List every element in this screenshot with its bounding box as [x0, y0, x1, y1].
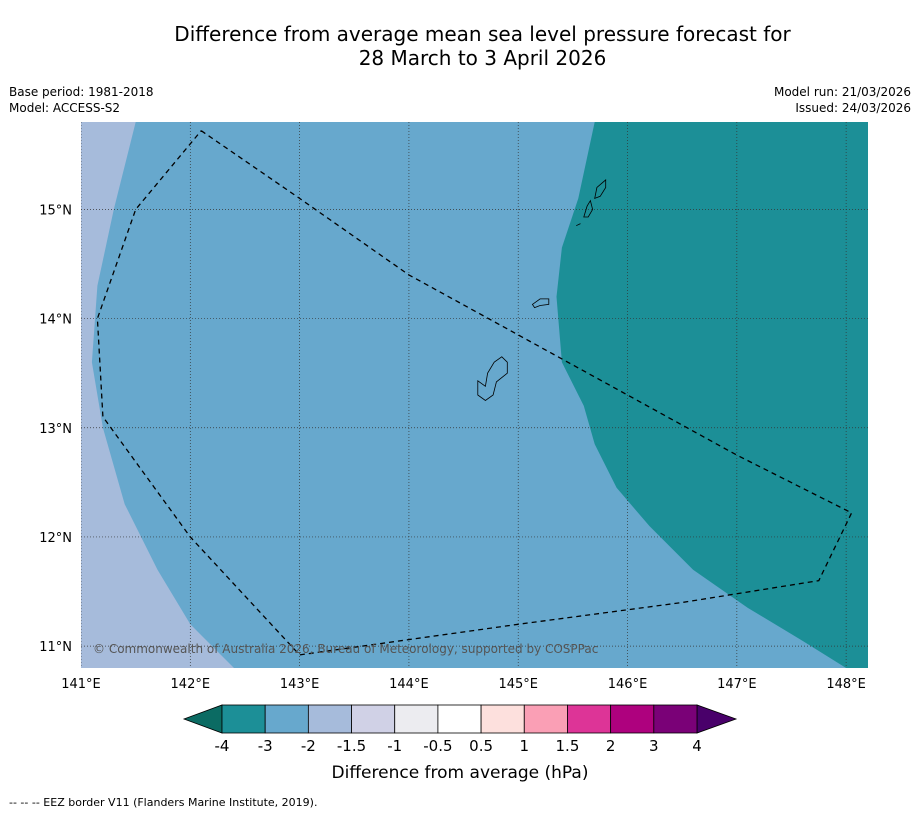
lat-tick-label: 12°N: [39, 531, 72, 546]
colorbar-tick-label: -2: [301, 737, 316, 755]
island-rota: [531, 298, 550, 309]
island-tinian: [583, 199, 594, 218]
lon-tick-label: 142°E: [171, 677, 211, 692]
model-run: Model run: 21/03/2026: [773, 85, 911, 99]
colorbar-tick-label: 0.5: [469, 737, 493, 755]
colorbar-tick-label: -1.5: [337, 737, 366, 755]
colorbar-tick-label: -0.5: [423, 737, 452, 755]
lon-tick-label: 143°E: [280, 677, 320, 692]
colorbar-tick-label: 4: [692, 737, 702, 755]
colorbar-extend-high: [696, 704, 738, 734]
colorbar-tick-label: 2: [606, 737, 616, 755]
model-name: Model: ACCESS-S2: [9, 101, 121, 115]
lon-tick-label: 144°E: [389, 677, 429, 692]
colorbar-swatch: [221, 704, 266, 734]
colorbar-extend-low: [182, 704, 223, 734]
island-saipan: [594, 179, 607, 200]
issued-date: Issued: 24/03/2026: [795, 101, 911, 115]
colorbar-swatch: [567, 704, 612, 734]
colorbar-swatch: [307, 704, 352, 734]
colorbar-tick-label: -3: [258, 737, 273, 755]
colorbar-swatch: [351, 704, 396, 734]
colorbar-swatch: [653, 704, 698, 734]
colorbar-swatch: [394, 704, 439, 734]
title-line-1: Difference from average mean sea level p…: [174, 22, 791, 46]
base-period: Base period: 1981-2018: [9, 85, 154, 99]
lat-tick-label: 15°N: [39, 203, 72, 218]
axis-labels: 11°N 12°N 13°N 14°N 15°N 141°E 142°E 143°E 144°E…: [39, 203, 866, 692]
colorbar-swatch: [264, 704, 309, 734]
lat-tick-label: 14°N: [39, 313, 72, 328]
colorbar-swatch: [610, 704, 655, 734]
pressure-region: [556, 122, 868, 668]
colorbar-swatch: [480, 704, 525, 734]
colorbar-swatch: [437, 704, 482, 734]
colorbar-tick-label: -1: [387, 737, 402, 755]
eez-border-line: [96, 130, 853, 656]
colorbar-swatch: [523, 704, 568, 734]
lon-tick-label: 146°E: [608, 677, 648, 692]
meta-left: Base period: 1981-2018 Model: ACCESS-S2: [9, 84, 154, 116]
colorbar: -4 -3 -2 -1.5 -1 -0.5 0.5 1 1.5 2 3 4: [182, 704, 738, 755]
island-aguijan: [576, 223, 581, 227]
colorbar-tick-label: -4: [215, 737, 230, 755]
colorbar-title: Difference from average (hPa): [332, 763, 589, 783]
lon-tick-label: 141°E: [61, 677, 101, 692]
island-guam: [477, 356, 508, 401]
colorbar-tick-label: 3: [649, 737, 659, 755]
colorbar-tick-label: 1: [519, 737, 529, 755]
lon-tick-label: 145°E: [498, 677, 538, 692]
copyright-text: © Commonwealth of Australia 2026, Bureau…: [93, 642, 598, 656]
map-title: Difference from average mean sea level p…: [0, 22, 919, 70]
meta-right: Model run: 21/03/2026 Issued: 24/03/2026: [774, 84, 911, 116]
map-area: [81, 122, 868, 668]
title-line-2: 28 March to 3 April 2026: [358, 46, 607, 70]
lat-tick-label: 13°N: [39, 422, 72, 437]
lon-tick-label: 148°E: [826, 677, 866, 692]
pressure-region: [81, 122, 234, 668]
lat-tick-label: 11°N: [39, 640, 72, 655]
lon-tick-label: 147°E: [717, 677, 757, 692]
colorbar-tick-label: 1.5: [556, 737, 580, 755]
eez-footnote: -- -- -- EEZ border V11 (Flanders Marine…: [9, 796, 318, 809]
